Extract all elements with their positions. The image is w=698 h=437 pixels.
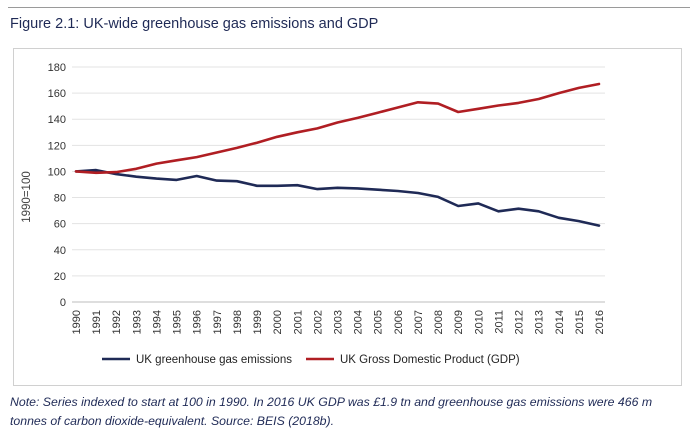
x-tick-label: 2009 — [453, 310, 465, 334]
y-tick-label: 140 — [48, 114, 66, 126]
x-tick-label: 2002 — [312, 310, 324, 334]
y-tick-label: 100 — [48, 166, 66, 178]
y-tick-label: 40 — [54, 245, 66, 257]
x-tick-label: 1990 — [71, 310, 83, 334]
series-line-1 — [74, 82, 601, 175]
y-axis-label: 1990=100 — [21, 171, 33, 223]
y-tick-label: 180 — [48, 62, 66, 74]
x-tick-label: 2012 — [514, 310, 526, 334]
x-tick-label: 2015 — [574, 310, 586, 334]
x-tick-label: 1992 — [111, 310, 123, 334]
x-tick-label: 1991 — [91, 310, 103, 334]
top-rule — [8, 7, 690, 8]
x-tick-label: 2014 — [554, 310, 566, 334]
series-lines — [74, 82, 601, 227]
x-tick-label: 2001 — [292, 310, 304, 334]
y-tick-label: 20 — [54, 271, 66, 283]
x-tick-label: 1999 — [252, 310, 264, 334]
x-tick-label: 2006 — [393, 310, 405, 334]
x-tick-label: 2005 — [373, 310, 385, 334]
x-tick-label: 2003 — [333, 310, 345, 334]
x-tick-label: 1996 — [192, 310, 204, 334]
y-tick-label: 60 — [54, 219, 66, 231]
chart-container: 0 20 40 60 80 100 120 140 160 180 1990 1991 1992 199… — [13, 48, 682, 386]
x-tick-label: 2013 — [534, 310, 546, 334]
y-tick-labels: 0 20 40 60 80 100 120 140 160 180 — [48, 62, 66, 309]
x-tick-label: 1995 — [172, 310, 184, 334]
legend: UK greenhouse gas emissions UK Gross Dome… — [102, 354, 520, 366]
figure-note: Note: Series indexed to start at 100 in … — [10, 395, 653, 428]
x-tick-label: 1994 — [151, 310, 163, 334]
x-tick-label: 1998 — [232, 310, 244, 334]
y-tick-label: 0 — [60, 297, 66, 309]
y-tick-label: 80 — [54, 193, 66, 205]
x-tick-label: 1993 — [131, 310, 143, 334]
x-tick-label: 2011 — [493, 310, 505, 334]
grid-lines — [72, 66, 605, 303]
x-tick-label: 2010 — [473, 310, 485, 334]
figure-title: Figure 2.1: UK-wide greenhouse gas emiss… — [10, 16, 379, 32]
legend-label-0: UK greenhouse gas emissions — [136, 354, 292, 366]
x-tick-label: 1997 — [212, 310, 224, 334]
x-tick-label: 2007 — [413, 310, 425, 334]
y-tick-label: 120 — [48, 140, 66, 152]
x-tick-label: 2016 — [594, 310, 606, 334]
series-line-0 — [74, 168, 601, 227]
x-tick-label: 2000 — [272, 310, 284, 334]
x-tick-label: 2004 — [353, 310, 365, 334]
x-tick-labels: 1990 1991 1992 1993 1994 1995 1996 1997 1998 1999… — [71, 310, 606, 334]
legend-label-1: UK Gross Domestic Product (GDP) — [340, 354, 520, 366]
x-tick-label: 2008 — [433, 310, 445, 334]
y-tick-label: 160 — [48, 88, 66, 100]
